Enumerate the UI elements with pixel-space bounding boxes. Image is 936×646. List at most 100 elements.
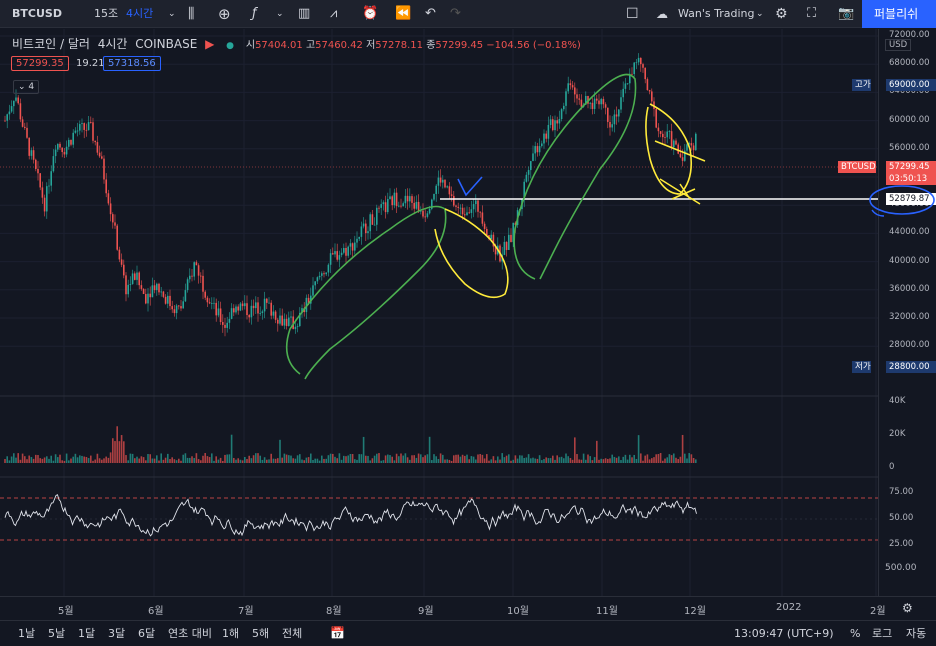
candle-body bbox=[158, 283, 160, 293]
volume-bar bbox=[695, 459, 697, 463]
candle-body bbox=[105, 179, 107, 194]
candle-body bbox=[598, 100, 600, 105]
volume-bar bbox=[547, 458, 550, 463]
volume-bar bbox=[532, 457, 534, 463]
plus-circle-icon[interactable]: ⊕ bbox=[218, 5, 231, 23]
layout-name[interactable]: Wan's Trading bbox=[678, 7, 755, 20]
volume-bar bbox=[178, 458, 180, 463]
volume-bar bbox=[116, 426, 118, 463]
fullscreen-square-icon[interactable]: ☐ bbox=[626, 6, 639, 22]
ask-price-box[interactable]: 57318.56 bbox=[103, 56, 161, 71]
range-button[interactable]: 연초 대비 bbox=[168, 627, 212, 640]
volume-bar bbox=[384, 455, 387, 463]
volume-bar bbox=[213, 460, 215, 463]
range-button[interactable]: 전체 bbox=[282, 627, 303, 640]
hline-price-tag[interactable]: 52879.87 bbox=[886, 193, 936, 205]
candle-body bbox=[510, 234, 512, 243]
volume-bar bbox=[543, 459, 545, 463]
volume-bar bbox=[503, 457, 506, 463]
top-toolbar: BTCUSD 15조 4시간 ⌄ ⫼ ⊕ ƒ ⌄ ▥ ⩘ ⏰ ⏪ ↶ ↷ ☐ ☁… bbox=[0, 0, 936, 28]
volume-bar bbox=[613, 456, 616, 463]
alert-clock-icon[interactable]: ⏰ bbox=[362, 6, 379, 21]
volume-bar bbox=[406, 457, 409, 463]
time-axis[interactable]: 5월 6월 7월 8월 9월 10월 11월 12월 2022 2월 ⚙ bbox=[0, 596, 936, 620]
volume-bar bbox=[233, 457, 235, 463]
volume-bar bbox=[252, 455, 255, 463]
candle-body bbox=[644, 67, 646, 80]
volume-bar bbox=[653, 457, 655, 463]
candle-body bbox=[224, 324, 226, 328]
candle-body bbox=[505, 241, 508, 250]
candle-body bbox=[112, 214, 114, 223]
candle-body bbox=[512, 222, 514, 243]
volume-bar bbox=[576, 454, 578, 463]
collapse-indicators-button[interactable]: ⌄ 4 bbox=[13, 80, 40, 94]
indicators-icon[interactable]: ƒ bbox=[252, 6, 257, 21]
range-button[interactable]: 1해 bbox=[222, 627, 240, 640]
candle-body bbox=[305, 297, 308, 313]
candle-body bbox=[382, 202, 385, 205]
candle-body bbox=[543, 133, 545, 144]
volume-bar bbox=[684, 453, 686, 463]
volume-bar bbox=[127, 460, 129, 463]
volume-bar bbox=[21, 453, 24, 463]
interval-selector[interactable]: 4시간 bbox=[126, 7, 154, 20]
volume-bar bbox=[574, 437, 576, 463]
percent-toggle[interactable]: % bbox=[850, 627, 861, 640]
candle-body bbox=[28, 137, 30, 156]
volume-bar bbox=[637, 435, 640, 463]
candle-body bbox=[114, 222, 116, 226]
volume-bar bbox=[369, 460, 371, 463]
range-button[interactable]: 3달 bbox=[108, 627, 126, 640]
volume-bar bbox=[230, 434, 233, 463]
undo-icon[interactable]: ↶ bbox=[425, 6, 436, 21]
range-button[interactable]: 1날 bbox=[18, 627, 36, 640]
price-tick-label: 28000.00 bbox=[889, 340, 930, 351]
candle-body bbox=[646, 79, 649, 91]
candle-body bbox=[545, 133, 547, 139]
publish-button[interactable]: 퍼블리쉬 bbox=[862, 0, 936, 28]
rsi-path bbox=[4, 494, 697, 537]
currency-selector[interactable]: USD bbox=[885, 39, 912, 51]
volume-bar bbox=[422, 457, 424, 463]
bid-price-box[interactable]: 57299.35 bbox=[11, 56, 69, 71]
candle-body bbox=[13, 100, 15, 107]
chevron-down-icon[interactable]: ⌄ bbox=[756, 9, 764, 19]
price-axis[interactable]: USD 72000.00 68000.00 64000.00 60000.00 5600… bbox=[878, 29, 936, 596]
candle-body bbox=[486, 228, 488, 236]
expand-icon[interactable]: ⛶ bbox=[807, 6, 817, 21]
candle-body bbox=[255, 302, 257, 309]
range-button[interactable]: 6달 bbox=[138, 627, 156, 640]
log-toggle[interactable]: 로그 bbox=[872, 627, 893, 640]
chevron-down-icon[interactable]: ⌄ bbox=[276, 9, 284, 19]
rsi-line bbox=[4, 494, 697, 537]
candle-body bbox=[169, 295, 171, 307]
bar-chart-icon[interactable]: ▥ bbox=[298, 6, 311, 21]
range-button[interactable]: 5해 bbox=[252, 627, 270, 640]
camera-icon[interactable]: 📷 bbox=[838, 6, 855, 21]
redo-icon[interactable]: ↷ bbox=[450, 6, 461, 21]
chart-plot-area[interactable] bbox=[0, 29, 878, 596]
chart-canvas[interactable] bbox=[0, 29, 878, 596]
symbol-search[interactable]: BTCUSD bbox=[12, 7, 62, 20]
date-range-icon[interactable]: 📅 bbox=[330, 626, 345, 640]
clock-time[interactable]: 13:09:47 (UTC+9) bbox=[734, 627, 834, 640]
candle-type-icon[interactable]: ⫼ bbox=[188, 6, 195, 22]
candle-body bbox=[624, 83, 627, 89]
auto-toggle[interactable]: 자동 bbox=[906, 627, 927, 640]
volume-bar bbox=[391, 456, 393, 463]
compare-chart-icon[interactable]: ⩘ bbox=[330, 6, 338, 21]
candle-body bbox=[101, 156, 103, 159]
gear-icon[interactable]: ⚙ bbox=[902, 601, 913, 615]
volume-bar bbox=[549, 458, 552, 463]
compare-button[interactable]: 15조 bbox=[94, 7, 119, 20]
volume-bar bbox=[191, 456, 193, 463]
replay-icon[interactable]: ⏪ bbox=[395, 6, 412, 21]
range-button[interactable]: 1달 bbox=[78, 627, 96, 640]
volume-bar bbox=[349, 453, 352, 463]
volume-bar bbox=[290, 455, 292, 463]
gear-icon[interactable]: ⚙ bbox=[775, 6, 788, 22]
chevron-down-icon[interactable]: ⌄ bbox=[168, 9, 176, 19]
range-button[interactable]: 5날 bbox=[48, 627, 66, 640]
candle-body bbox=[329, 253, 332, 265]
